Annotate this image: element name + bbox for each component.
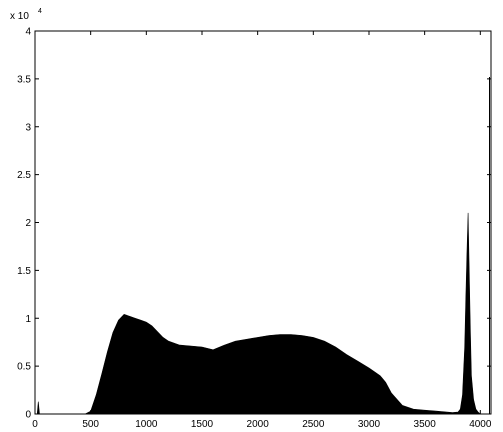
y-tick-label: 3.5 [17, 74, 31, 85]
y-tick-label: 1 [25, 314, 31, 325]
y-exponent-power: 4 [38, 8, 42, 15]
y-tick-label: 3 [25, 122, 31, 133]
x-axis-ticks: 0 500 1000 1500 2000 2500 3000 3500 4000 [32, 31, 492, 430]
y-tick-label: 0 [25, 410, 31, 421]
x-tick-label: 1500 [191, 419, 214, 430]
y-tick-label: 4 [25, 27, 31, 38]
x-tick-label: 4000 [469, 419, 492, 430]
x-tick-label: 0 [32, 419, 38, 430]
y-tick-label: 0.5 [17, 362, 31, 373]
y-tick-label: 2.5 [17, 170, 31, 181]
x-tick-label: 2500 [302, 419, 325, 430]
y-axis-ticks: 0 0.5 1 1.5 2 2.5 3 3.5 4 [17, 27, 491, 421]
y-tick-label: 1.5 [17, 266, 31, 277]
x-tick-label: 2000 [247, 419, 270, 430]
histogram-series-area [35, 212, 491, 415]
x-tick-label: 3500 [414, 419, 437, 430]
x-tick-label: 1000 [135, 419, 158, 430]
plot-area [35, 76, 491, 415]
y-exponent-base: x 10 [10, 11, 29, 22]
x-tick-label: 500 [82, 419, 99, 430]
y-tick-label: 2 [25, 218, 31, 229]
x-tick-label: 3000 [358, 419, 381, 430]
